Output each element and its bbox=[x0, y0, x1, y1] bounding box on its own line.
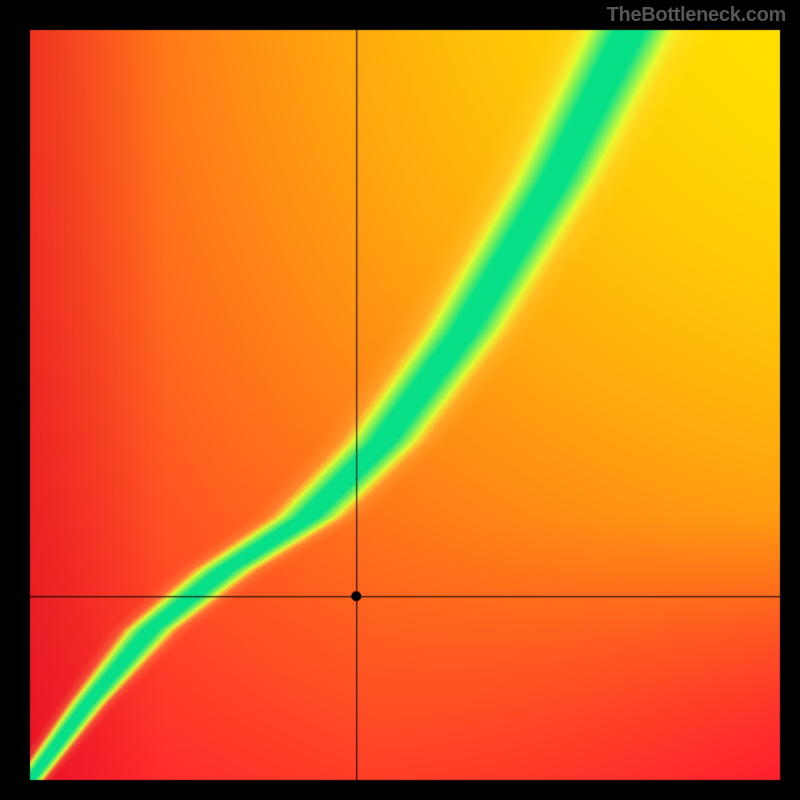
heatmap-canvas bbox=[0, 0, 800, 800]
chart-container: TheBottleneck.com bbox=[0, 0, 800, 800]
watermark-text: TheBottleneck.com bbox=[607, 4, 786, 27]
